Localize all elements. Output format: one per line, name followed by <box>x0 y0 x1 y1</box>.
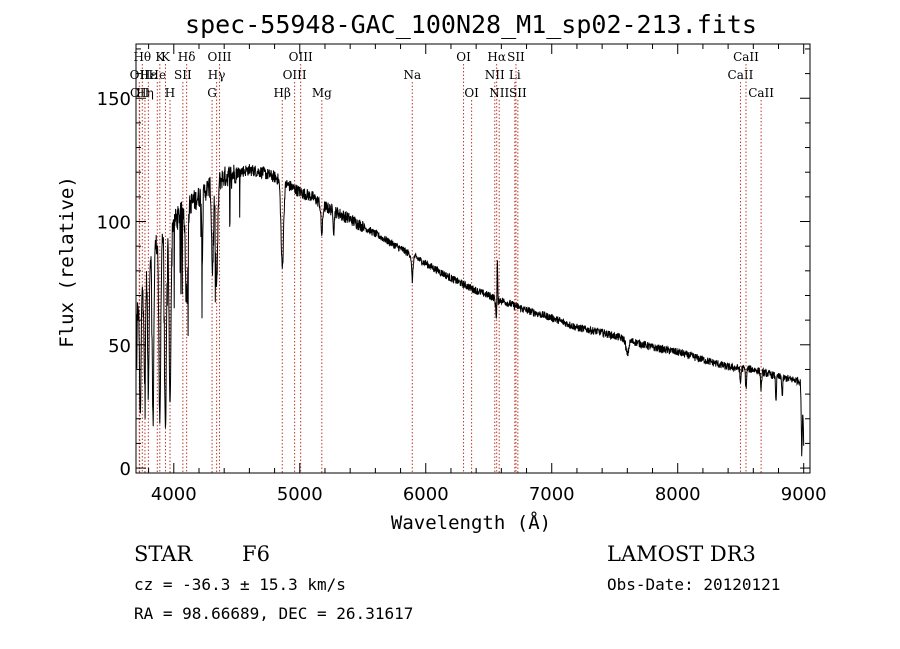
coordinates: RA = 98.66689, DEC = 26.31617 <box>134 604 413 623</box>
line-label-oiii: OIII <box>207 50 231 64</box>
x-tick-label: 5000 <box>277 484 323 505</box>
line-label-he: He <box>149 68 167 82</box>
line-label-oii: OII <box>130 86 150 100</box>
line-label-k: K <box>155 50 165 64</box>
plot-axes <box>135 43 811 474</box>
line-label-oiii: OIII <box>289 50 313 64</box>
y-axis-label: Flux (relative) <box>56 176 78 348</box>
chart-title: spec-55948-GAC_100N28_M1_sp02-213.fits <box>185 10 757 39</box>
spectrum-line <box>135 164 805 457</box>
line-label-caii: CaII <box>728 68 754 82</box>
line-label-hγ: Hγ <box>208 68 226 82</box>
line-label-hθ: Hθ <box>133 50 151 64</box>
plot-frame <box>135 43 811 474</box>
x-axis-label: Wavelength (Å) <box>391 511 551 534</box>
line-label-h: H <box>165 86 175 100</box>
line-label-g: G <box>207 86 217 100</box>
x-tick-label: 6000 <box>403 484 449 505</box>
observation-date: Obs-Date: 20120121 <box>607 575 780 594</box>
line-label-hδ: Hδ <box>178 50 196 64</box>
line-label-hα: Hα <box>487 50 506 64</box>
object-subclass: F6 <box>242 542 270 566</box>
redshift-value: cz = -36.3 ± 15.3 km/s <box>134 575 346 594</box>
y-tick-label: 150 <box>97 89 131 110</box>
line-label-nii: NII <box>489 86 509 100</box>
line-label-sii: SII <box>174 68 192 82</box>
spectrum-series <box>135 164 805 457</box>
line-label-na: Na <box>403 68 421 82</box>
x-tick-label: 9000 <box>781 484 827 505</box>
tick-labels: 4000 5000 6000 7000 8000 9000 0 50 100 150 <box>97 89 827 505</box>
line-label-nii: NII <box>485 68 505 82</box>
line-label-mg: Mg <box>312 86 332 100</box>
line-label-oii: OII <box>130 68 150 82</box>
object-class: STAR <box>134 542 193 566</box>
survey-name: LAMOST DR3 <box>607 542 756 566</box>
x-tick-label: 7000 <box>529 484 575 505</box>
line-label-sii: SII <box>507 50 525 64</box>
y-tick-label: 100 <box>97 213 131 234</box>
line-label-caii: CaII <box>733 50 759 64</box>
y-tick-label: 0 <box>120 459 131 480</box>
line-label-oi: OI <box>464 86 479 100</box>
x-tick-label: 8000 <box>655 484 701 505</box>
line-label-hε: Hε <box>140 68 157 82</box>
line-label-hη: Hη <box>136 86 154 100</box>
line-label-li: Li <box>509 68 521 82</box>
y-tick-label: 50 <box>108 336 131 357</box>
line-label-caii: CaII <box>748 86 774 100</box>
line-label-sii: SII <box>509 86 527 100</box>
line-label-hβ: Hβ <box>274 86 291 100</box>
line-label-oiii: OIII <box>283 68 307 82</box>
line-label-oi: OI <box>456 50 471 64</box>
x-tick-label: 4000 <box>151 484 197 505</box>
line-label-k: K <box>161 50 171 64</box>
